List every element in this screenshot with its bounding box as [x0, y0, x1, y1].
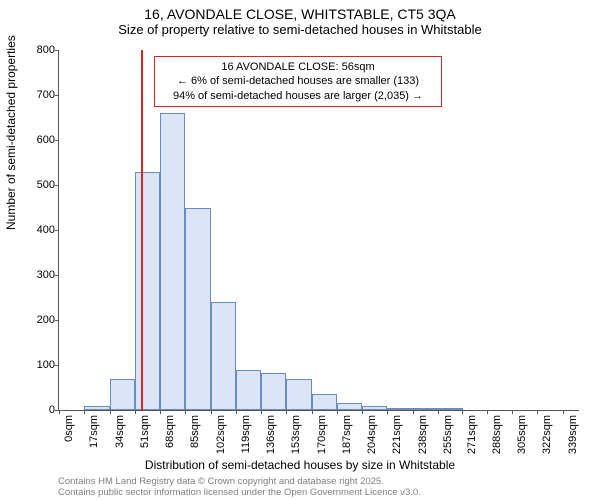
plot-area: 01002003004005006007008000sqm17sqm34sqm5…	[58, 50, 579, 411]
y-tick-mark	[55, 50, 59, 51]
x-tick-label: 255sqm	[442, 415, 454, 454]
x-tick-label: 305sqm	[516, 415, 528, 454]
x-tick-label: 187sqm	[341, 415, 353, 454]
x-tick-label: 51sqm	[139, 415, 151, 448]
y-tick-mark	[55, 230, 59, 231]
footer-line1: Contains HM Land Registry data © Crown c…	[58, 476, 421, 487]
y-tick-label: 0	[15, 404, 55, 416]
y-tick-label: 500	[15, 179, 55, 191]
histogram-bar	[84, 406, 109, 410]
y-tick-mark	[55, 140, 59, 141]
y-tick-mark	[55, 275, 59, 276]
title-main: 16, AVONDALE CLOSE, WHITSTABLE, CT5 3QA	[0, 6, 600, 22]
x-tick-mark	[286, 410, 287, 414]
x-tick-label: 271sqm	[466, 415, 478, 454]
x-tick-label: 288sqm	[491, 415, 503, 454]
x-tick-mark	[438, 410, 439, 414]
histogram-bar	[413, 408, 438, 410]
x-tick-label: 204sqm	[366, 415, 378, 454]
reference-line	[141, 50, 143, 410]
footer-attribution: Contains HM Land Registry data © Crown c…	[58, 476, 421, 499]
x-tick-mark	[462, 410, 463, 414]
x-tick-label: 68sqm	[164, 415, 176, 448]
histogram-bar	[387, 408, 412, 410]
chart-container: 01002003004005006007008000sqm17sqm34sqm5…	[58, 50, 578, 410]
x-tick-label: 102sqm	[215, 415, 227, 454]
histogram-bar	[160, 113, 185, 410]
x-tick-label: 170sqm	[316, 415, 328, 454]
histogram-bar	[286, 379, 311, 410]
x-tick-label: 221sqm	[391, 415, 403, 454]
histogram-bar	[312, 394, 337, 410]
x-tick-mark	[312, 410, 313, 414]
histogram-bar	[135, 172, 160, 411]
x-tick-label: 153sqm	[290, 415, 302, 454]
x-tick-mark	[185, 410, 186, 414]
y-tick-mark	[55, 95, 59, 96]
y-tick-mark	[55, 320, 59, 321]
y-tick-label: 700	[15, 89, 55, 101]
histogram-bar	[337, 403, 362, 410]
x-tick-label: 85sqm	[189, 415, 201, 448]
y-axis-label: Number of semi-detached properties	[4, 35, 18, 230]
x-tick-mark	[59, 410, 60, 414]
histogram-bar	[362, 406, 387, 411]
histogram-bar	[438, 408, 463, 410]
title-sub: Size of property relative to semi-detach…	[0, 22, 600, 37]
x-tick-label: 238sqm	[417, 415, 429, 454]
x-tick-mark	[211, 410, 212, 414]
y-tick-label: 100	[15, 359, 55, 371]
footer-line2: Contains public sector information licen…	[58, 487, 421, 498]
y-tick-label: 800	[15, 44, 55, 56]
callout-line2: ← 6% of semi-detached houses are smaller…	[161, 74, 435, 88]
y-tick-label: 600	[15, 134, 55, 146]
histogram-bar	[211, 302, 236, 410]
x-tick-mark	[236, 410, 237, 414]
x-tick-mark	[261, 410, 262, 414]
x-tick-mark	[110, 410, 111, 414]
y-tick-mark	[55, 185, 59, 186]
x-tick-mark	[512, 410, 513, 414]
y-tick-label: 200	[15, 314, 55, 326]
x-tick-mark	[537, 410, 538, 414]
histogram-bar	[110, 379, 135, 411]
x-tick-mark	[362, 410, 363, 414]
x-tick-mark	[135, 410, 136, 414]
x-tick-mark	[337, 410, 338, 414]
x-axis-label: Distribution of semi-detached houses by …	[0, 458, 600, 472]
callout-line3: 94% of semi-detached houses are larger (…	[161, 89, 435, 103]
x-tick-mark	[413, 410, 414, 414]
histogram-bar	[261, 373, 286, 410]
x-tick-label: 34sqm	[114, 415, 126, 448]
callout-box: 16 AVONDALE CLOSE: 56sqm← 6% of semi-det…	[154, 56, 442, 107]
x-tick-label: 0sqm	[63, 415, 75, 442]
y-tick-label: 400	[15, 224, 55, 236]
histogram-bar	[185, 208, 210, 411]
y-tick-label: 300	[15, 269, 55, 281]
x-tick-label: 119sqm	[240, 415, 252, 453]
x-tick-label: 339sqm	[567, 415, 579, 454]
x-tick-label: 322sqm	[541, 415, 553, 454]
x-tick-mark	[84, 410, 85, 414]
x-tick-mark	[563, 410, 564, 414]
x-tick-label: 17sqm	[88, 415, 100, 448]
x-tick-mark	[487, 410, 488, 414]
histogram-bar	[236, 370, 261, 411]
x-tick-label: 136sqm	[265, 415, 277, 454]
chart-title-block: 16, AVONDALE CLOSE, WHITSTABLE, CT5 3QA …	[0, 0, 600, 37]
callout-line1: 16 AVONDALE CLOSE: 56sqm	[161, 60, 435, 74]
x-tick-mark	[387, 410, 388, 414]
y-tick-mark	[55, 365, 59, 366]
x-tick-mark	[160, 410, 161, 414]
